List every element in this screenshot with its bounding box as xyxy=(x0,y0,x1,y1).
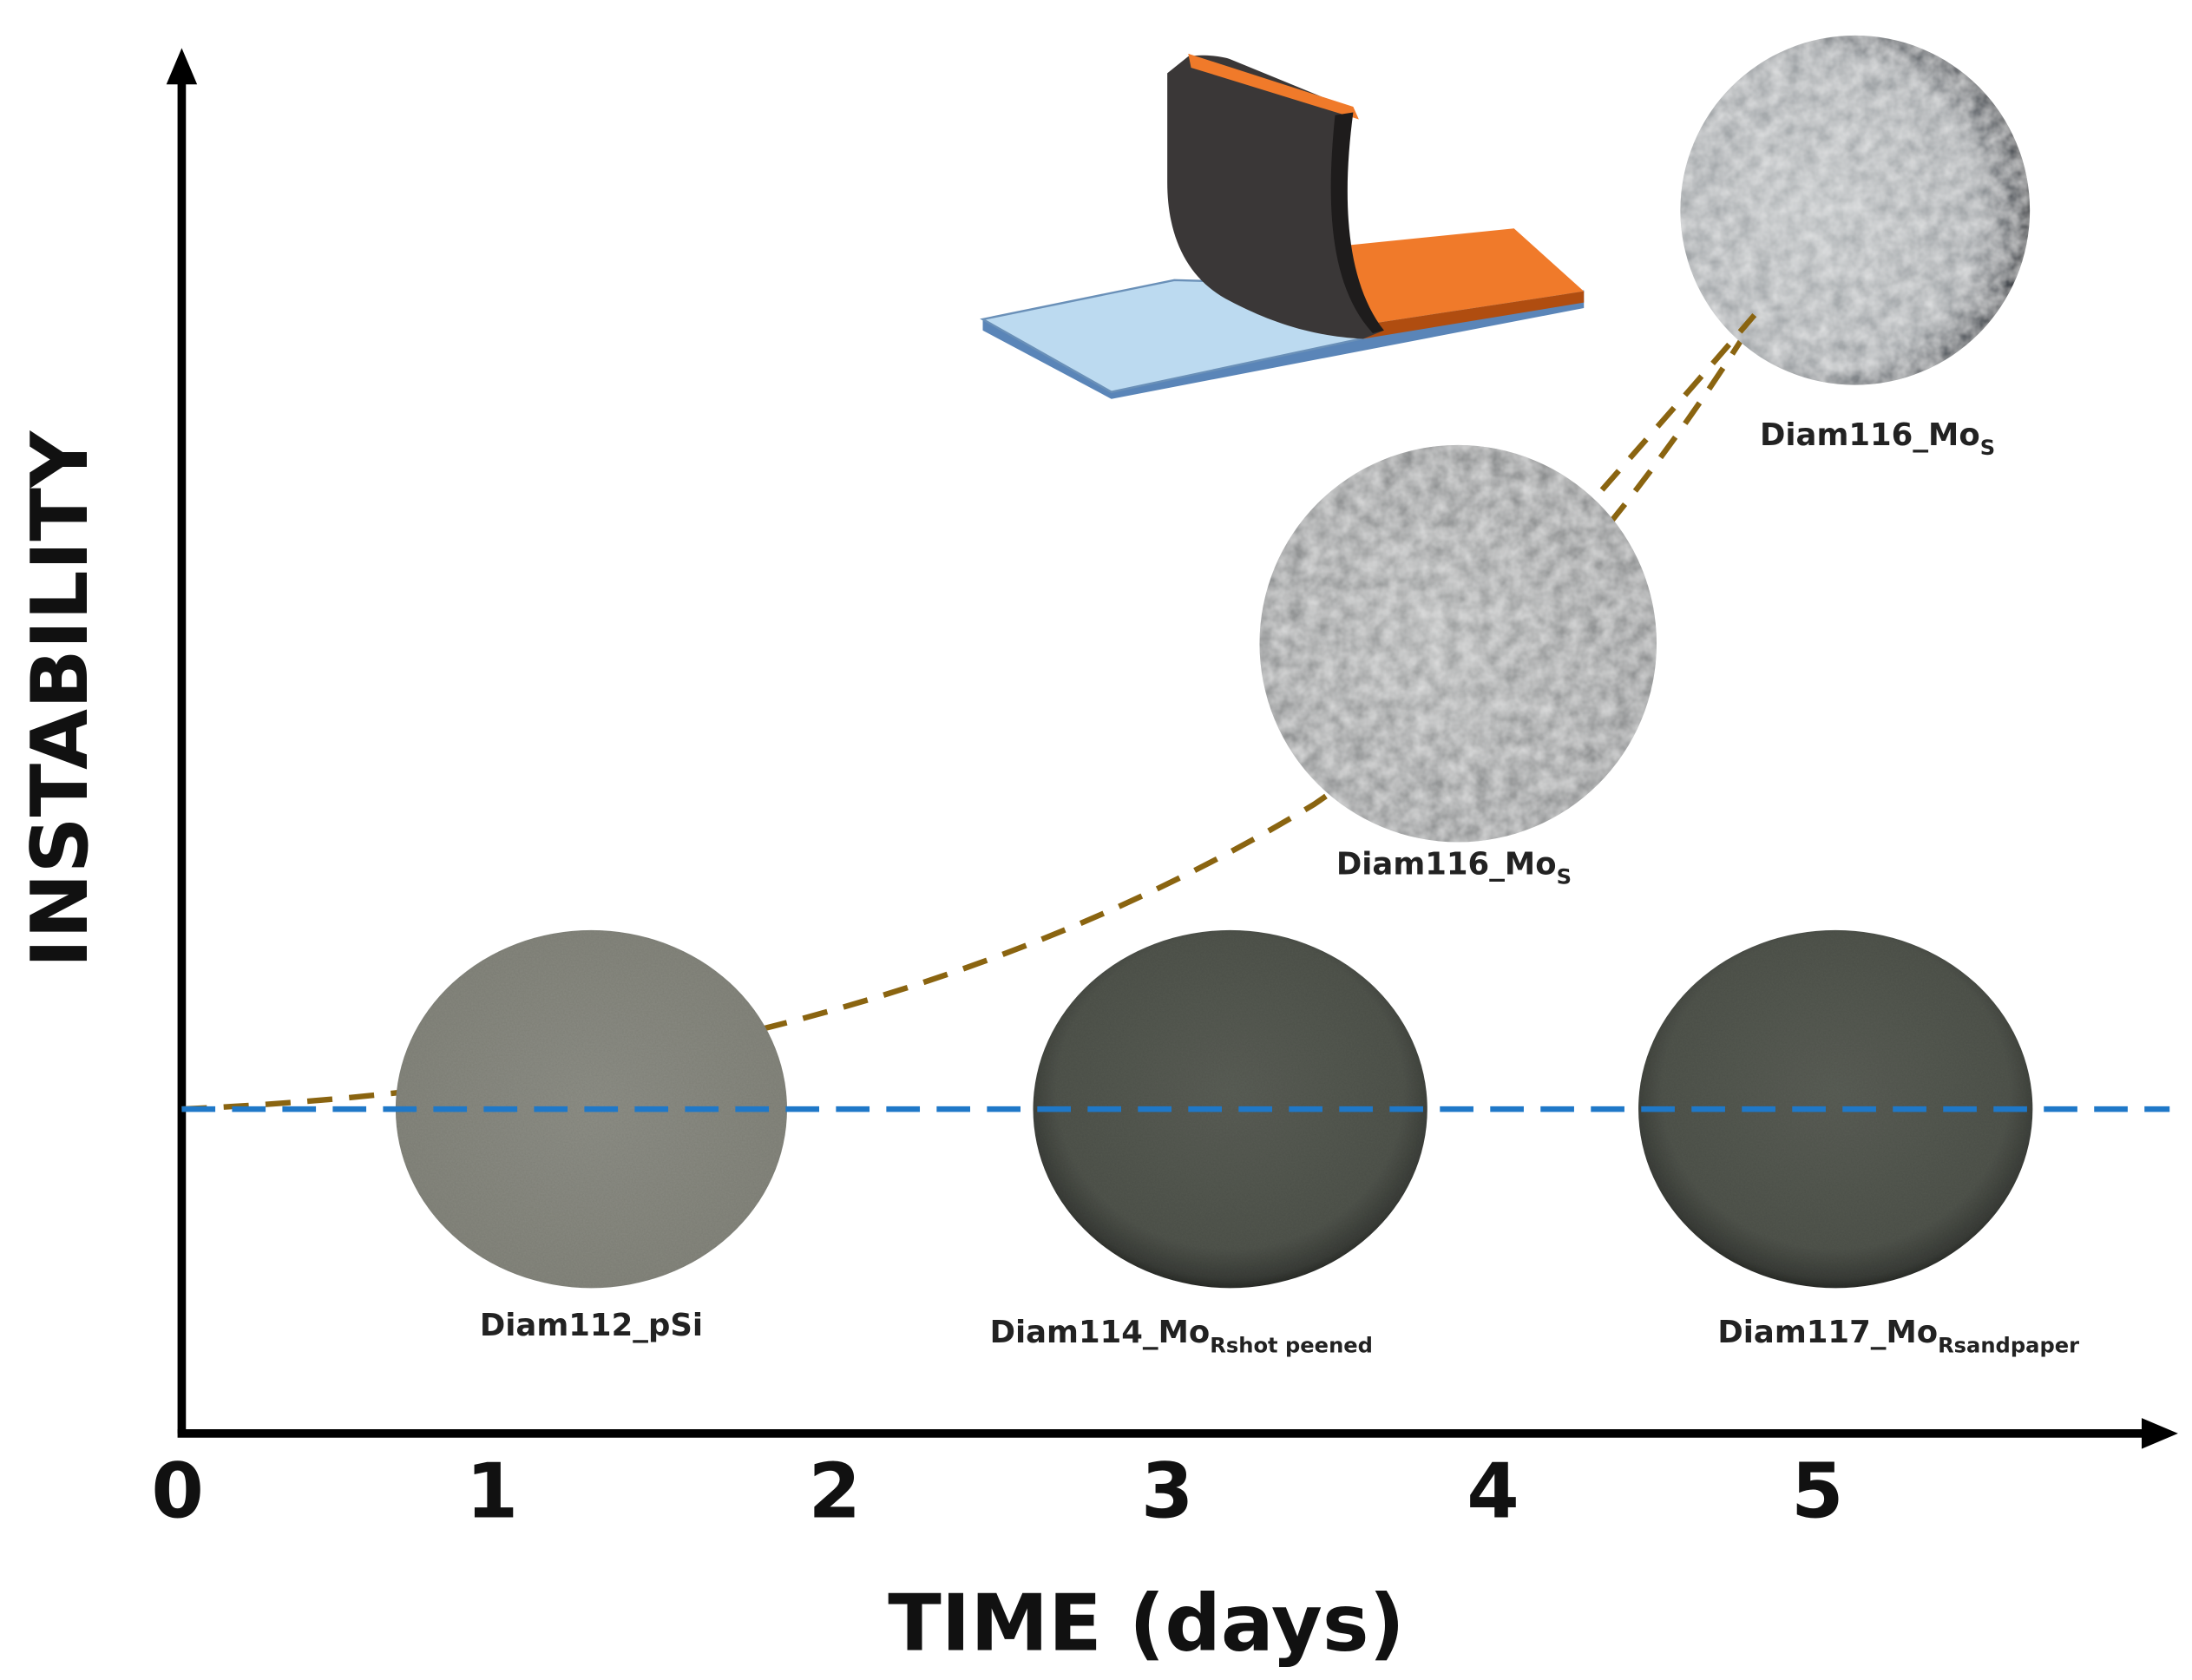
sample-subscript: Rshot peened xyxy=(1210,1333,1373,1357)
x-tick-label: 5 xyxy=(1791,1447,1844,1536)
sample-name: Diam117_Mo xyxy=(1717,1315,1938,1350)
y-arrow xyxy=(166,48,198,85)
x-tick-label: 0 xyxy=(151,1447,204,1536)
y-axis-title: INSTABILITY xyxy=(15,430,106,968)
sample-name: Diam114_Mo xyxy=(990,1315,1211,1350)
x-tick-label: 3 xyxy=(1141,1447,1194,1536)
axes xyxy=(166,48,2178,1449)
sample-subscript: S xyxy=(1557,865,1572,889)
sample-label: Diam116_MoS xyxy=(1760,417,1995,460)
sample-label: Diam112_pSi xyxy=(480,1308,703,1343)
sample-name: Diam112_pSi xyxy=(480,1308,703,1343)
sample-disc xyxy=(1638,929,2033,1289)
instability-curve-upper xyxy=(1599,312,1757,492)
x-axis-title: TIME (days) xyxy=(888,1578,1404,1670)
peel-illustration xyxy=(980,53,1585,399)
sample-name: Diam116_Mo xyxy=(1336,846,1557,882)
sample-name: Diam116_Mo xyxy=(1760,417,1980,453)
sample-label: Diam116_MoS xyxy=(1336,846,1572,889)
sample-labels: Diam112_pSi Diam114_MoRshot peened Diam117… xyxy=(480,417,2079,1358)
sample-subscript: S xyxy=(1980,436,1995,460)
x-ticks: 0 1 2 3 4 5 xyxy=(151,1447,1843,1536)
sample-disc xyxy=(1033,929,1427,1289)
sample-subscript: Rsandpaper xyxy=(1938,1333,2079,1357)
sample-label: Diam114_MoRshot peened xyxy=(990,1315,1373,1357)
x-tick-label: 2 xyxy=(808,1447,861,1536)
sample-disc xyxy=(1259,444,1657,843)
x-arrow xyxy=(2142,1418,2178,1449)
sample-label: Diam117_MoRsandpaper xyxy=(1717,1315,2079,1357)
x-tick-label: 1 xyxy=(466,1447,519,1536)
sample-disc xyxy=(1680,35,2031,385)
x-tick-label: 4 xyxy=(1467,1447,1519,1536)
